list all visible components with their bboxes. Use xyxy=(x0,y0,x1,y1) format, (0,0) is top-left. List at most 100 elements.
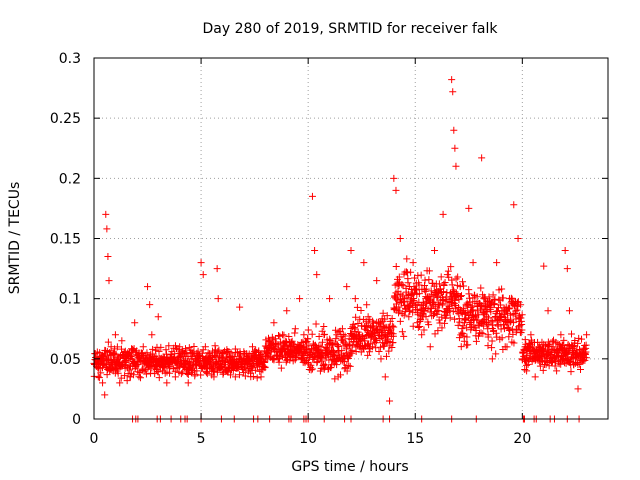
data-point xyxy=(563,265,571,273)
data-point xyxy=(582,341,590,349)
data-point xyxy=(452,275,460,283)
data-point xyxy=(498,285,506,293)
data-point xyxy=(415,290,423,298)
data-point xyxy=(396,235,404,242)
y-tick-label: 0.3 xyxy=(59,51,81,67)
data-point xyxy=(465,290,473,298)
data-point xyxy=(451,315,459,323)
data-point xyxy=(484,331,492,339)
chart-title: Day 280 of 2019, SRMTID for receiver fal… xyxy=(203,21,499,37)
data-point xyxy=(354,319,362,327)
data-point xyxy=(422,285,430,293)
data-point xyxy=(214,347,222,355)
data-point xyxy=(236,351,244,359)
y-tick-label: 0.15 xyxy=(50,232,81,248)
data-point xyxy=(475,311,483,319)
data-point xyxy=(429,311,437,319)
data-point xyxy=(392,186,400,194)
data-point xyxy=(315,333,323,341)
data-point xyxy=(255,347,263,355)
data-point xyxy=(417,271,425,279)
data-point xyxy=(518,355,526,363)
data-point xyxy=(439,210,447,218)
data-point xyxy=(398,281,406,289)
data-point xyxy=(236,303,244,311)
data-point xyxy=(142,370,150,378)
data-point xyxy=(375,347,383,355)
data-point xyxy=(540,262,548,270)
data-point xyxy=(240,355,248,363)
data-point xyxy=(409,322,417,330)
data-point xyxy=(352,347,360,355)
x-tick-label: 15 xyxy=(406,431,424,447)
data-point xyxy=(456,283,464,291)
data-point xyxy=(95,365,103,373)
data-point xyxy=(256,367,264,375)
data-point xyxy=(126,373,134,381)
data-point xyxy=(193,367,201,375)
data-point xyxy=(320,360,328,368)
data-point xyxy=(338,325,346,333)
data-point xyxy=(518,326,526,334)
data-point xyxy=(463,333,471,341)
data-point xyxy=(451,296,459,304)
data-point xyxy=(516,322,524,330)
y-axis-label: SRMTID / TECUs xyxy=(7,182,23,295)
data-point xyxy=(308,192,316,200)
data-point xyxy=(373,277,381,285)
data-point xyxy=(351,295,359,303)
data-point xyxy=(214,295,222,303)
x-tick-label: 20 xyxy=(513,431,531,447)
data-point xyxy=(116,379,124,387)
data-point xyxy=(414,324,422,332)
data-point xyxy=(561,247,569,255)
data-point xyxy=(326,295,334,303)
data-point xyxy=(548,355,556,363)
data-point xyxy=(537,356,545,364)
data-point xyxy=(347,247,355,255)
y-tick-label: 0.2 xyxy=(59,171,81,187)
data-point xyxy=(380,331,388,339)
data-point xyxy=(127,353,135,361)
data-point xyxy=(210,367,218,375)
data-point xyxy=(112,350,120,358)
data-point xyxy=(189,349,197,357)
data-point xyxy=(560,336,568,344)
data-point xyxy=(227,349,235,357)
data-point xyxy=(427,305,435,313)
data-point xyxy=(104,338,112,346)
data-point xyxy=(431,247,439,255)
data-point xyxy=(300,331,308,339)
data-point xyxy=(512,307,520,315)
axis-ticks xyxy=(93,57,608,420)
data-point xyxy=(376,334,384,342)
data-point xyxy=(176,343,184,351)
data-point xyxy=(394,280,402,288)
data-point xyxy=(576,360,584,368)
data-point xyxy=(388,344,396,352)
data-point xyxy=(166,363,174,371)
data-point xyxy=(103,225,111,233)
data-point xyxy=(197,259,205,267)
data-point xyxy=(183,369,191,377)
data-point xyxy=(348,341,356,349)
data-point xyxy=(274,355,282,363)
data-point xyxy=(343,283,351,291)
data-point xyxy=(109,367,117,375)
data-point xyxy=(404,269,412,277)
data-point xyxy=(437,273,445,281)
data-point xyxy=(203,368,211,376)
data-point xyxy=(553,367,561,375)
data-point xyxy=(505,305,513,313)
data-point xyxy=(455,296,463,304)
data-point xyxy=(485,293,493,301)
data-point xyxy=(517,301,525,309)
data-point xyxy=(391,305,399,313)
data-point xyxy=(181,345,189,353)
data-point xyxy=(473,293,481,301)
data-point xyxy=(557,360,565,368)
data-point xyxy=(343,367,351,375)
data-point xyxy=(405,313,413,321)
data-point xyxy=(386,317,394,325)
